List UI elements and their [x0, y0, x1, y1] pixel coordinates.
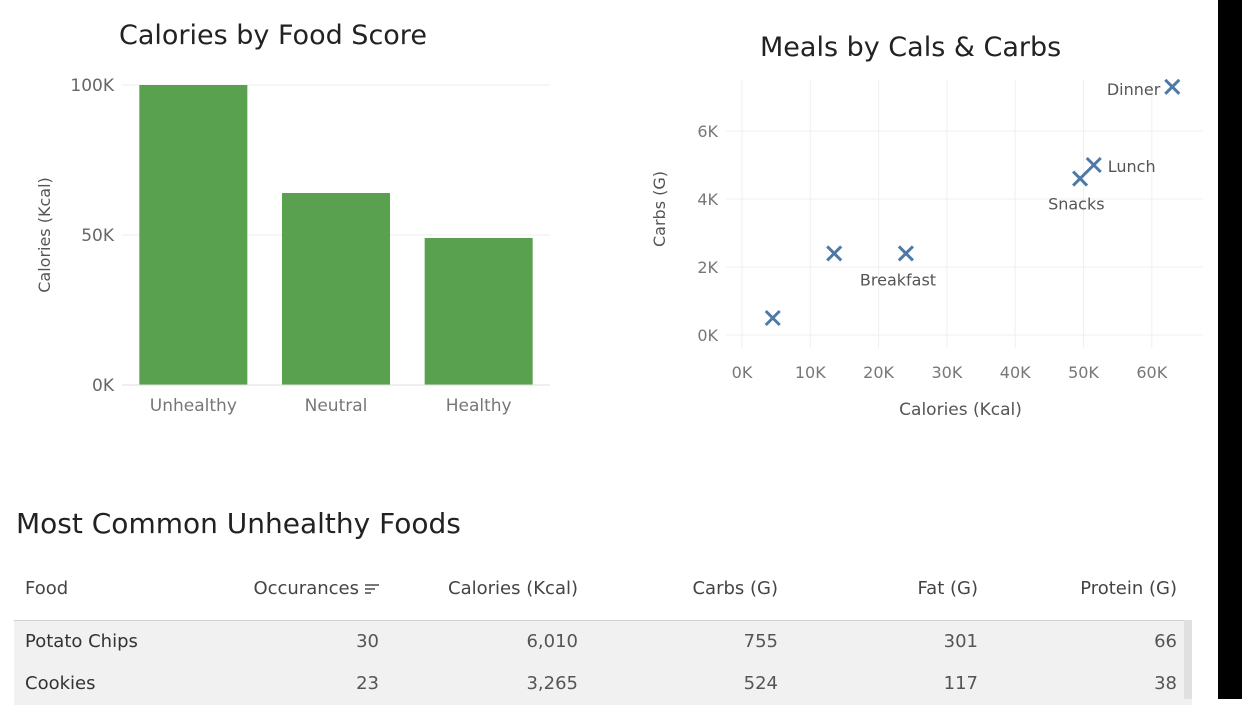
- scatter-xtick-label: 10K: [795, 363, 826, 382]
- scatter-xtick-label: 60K: [1136, 363, 1167, 382]
- bar-ytick-label: 50K: [81, 226, 115, 246]
- bar-chart: 100K 50K 0K Calories (Kcal) Unhealthy Neutral…: [35, 76, 550, 416]
- scatter-chart: 0K 10K 20K 30K 40K 50K 60K 6K 4K 2K 0K Calories (Kc…: [650, 78, 1203, 420]
- bar-ylabel: Calories (Kcal): [35, 177, 54, 293]
- table-body: Potato Chips 30 6,010 755 301 66 Cookies…: [14, 621, 1192, 705]
- scatter-point-stroke: [1072, 170, 1089, 187]
- scatter-xlabel: Calories (Kcal): [899, 400, 1022, 420]
- scatter-point-stroke: [1085, 156, 1102, 174]
- table-row[interactable]: Potato Chips 30 6,010 755 301 66: [14, 621, 1192, 663]
- bar-category-label: Unhealthy: [150, 396, 237, 416]
- cell-food: Cookies: [25, 673, 96, 694]
- scatter-ytick-label: 4K: [697, 190, 718, 209]
- scatter-point-label: Breakfast: [860, 270, 936, 289]
- scatter-point: [1164, 78, 1181, 95]
- scatter-xtick-label: 20K: [863, 363, 894, 382]
- header-protein[interactable]: Protein (G): [1080, 578, 1177, 599]
- bar-ytick-label: 0K: [92, 376, 115, 396]
- scatter-xtick-label: 30K: [931, 363, 962, 382]
- bar-category-label: Neutral: [305, 396, 368, 416]
- header-occurances[interactable]: Occurances: [253, 568, 379, 610]
- cell-carbs: 524: [743, 673, 778, 694]
- scatter-point-stroke: [1164, 78, 1181, 95]
- scatter-point: [897, 245, 914, 262]
- cell-protein: 38: [1154, 673, 1177, 694]
- cell-fat: 301: [943, 631, 978, 652]
- cell-calories: 6,010: [526, 631, 578, 652]
- table-scrollbar[interactable]: [1184, 620, 1192, 699]
- header-food[interactable]: Food: [25, 578, 69, 599]
- table-header-row: Food Occurances Calories (Kcal) Carbs (G…: [14, 568, 1192, 621]
- table-row[interactable]: Cookies 23 3,265 524 117 38: [14, 663, 1192, 705]
- scatter-point: [1072, 170, 1089, 187]
- cell-carbs: 755: [743, 631, 778, 652]
- cell-protein: 66: [1154, 631, 1177, 652]
- scatter-xtick-label: 50K: [1068, 363, 1099, 382]
- header-calories[interactable]: Calories (Kcal): [448, 578, 578, 599]
- scatter-xtick-label: 0K: [732, 363, 753, 382]
- bar-category-label: Healthy: [446, 396, 512, 416]
- cell-occurances: 30: [356, 631, 379, 652]
- scatter-ytick-label: 0K: [697, 326, 718, 345]
- bar-chart-title: Calories by Food Score: [119, 20, 427, 51]
- scatter-point-stroke: [764, 309, 781, 327]
- bar-ytick-label: 100K: [70, 76, 114, 96]
- scatter-point-label: Snacks: [1048, 195, 1105, 214]
- table-title: Most Common Unhealthy Foods: [16, 507, 461, 540]
- scatter-ylabel: Carbs (G): [650, 171, 669, 247]
- sort-descending-icon[interactable]: [365, 582, 379, 596]
- scatter-point-label: Dinner: [1107, 80, 1161, 99]
- scatter-ytick-label: 6K: [697, 122, 718, 141]
- unhealthy-foods-table: Food Occurances Calories (Kcal) Carbs (G…: [14, 568, 1192, 705]
- scatter-point-label: Lunch: [1108, 157, 1156, 176]
- header-occurances-label: Occurances: [253, 578, 359, 599]
- cell-food: Potato Chips: [25, 631, 138, 652]
- window-edge: [1218, 0, 1242, 699]
- bar: [282, 193, 390, 385]
- scatter-ytick-label: 2K: [697, 258, 718, 277]
- scatter-point: [826, 245, 843, 262]
- scatter-point: [764, 309, 781, 327]
- cell-fat: 117: [943, 673, 978, 694]
- header-carbs[interactable]: Carbs (G): [692, 578, 778, 599]
- cell-calories: 3,265: [526, 673, 578, 694]
- header-fat[interactable]: Fat (G): [917, 578, 978, 599]
- scatter-point: [1085, 156, 1102, 174]
- cell-occurances: 23: [356, 673, 379, 694]
- scatter-point-stroke: [826, 245, 843, 262]
- scatter-xtick-label: 40K: [1000, 363, 1031, 382]
- bar: [424, 238, 533, 385]
- scatter-point-stroke: [897, 245, 914, 262]
- scatter-chart-title: Meals by Cals & Carbs: [760, 32, 1062, 63]
- bar: [139, 85, 248, 385]
